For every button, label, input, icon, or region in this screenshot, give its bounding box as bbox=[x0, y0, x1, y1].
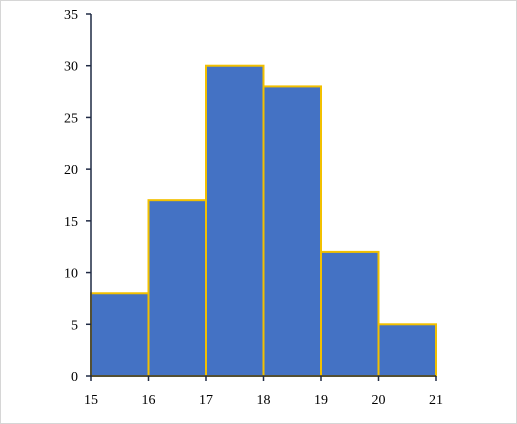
y-tick-label: 15 bbox=[64, 215, 78, 230]
y-tick-label: 35 bbox=[64, 8, 78, 23]
y-axis: 0 5 10 15 20 25 30 35 bbox=[64, 8, 92, 385]
y-tick-label: 20 bbox=[64, 163, 78, 178]
histogram-bar bbox=[205, 64, 265, 377]
y-tick-label: 0 bbox=[71, 370, 78, 385]
y-tick-label: 5 bbox=[71, 318, 78, 333]
histogram-bar bbox=[377, 323, 437, 377]
x-tick-label: 19 bbox=[314, 393, 328, 408]
y-tick-label: 25 bbox=[64, 111, 78, 126]
y-tick-label: 10 bbox=[64, 267, 78, 282]
x-axis: 15 16 17 18 19 20 21 bbox=[84, 375, 443, 408]
x-tick-label: 16 bbox=[142, 393, 156, 408]
y-tick-label: 30 bbox=[64, 60, 78, 75]
histogram-bar bbox=[90, 292, 150, 377]
bars-group bbox=[90, 64, 437, 378]
x-tick-label: 20 bbox=[372, 393, 386, 408]
histogram-bar bbox=[262, 85, 322, 378]
x-tick-label: 18 bbox=[257, 393, 271, 408]
histogram-bar bbox=[320, 250, 380, 377]
histogram-bar bbox=[147, 199, 207, 377]
x-tick-label: 17 bbox=[199, 393, 213, 408]
x-tick-label: 15 bbox=[84, 393, 98, 408]
x-tick-label: 21 bbox=[429, 393, 443, 408]
